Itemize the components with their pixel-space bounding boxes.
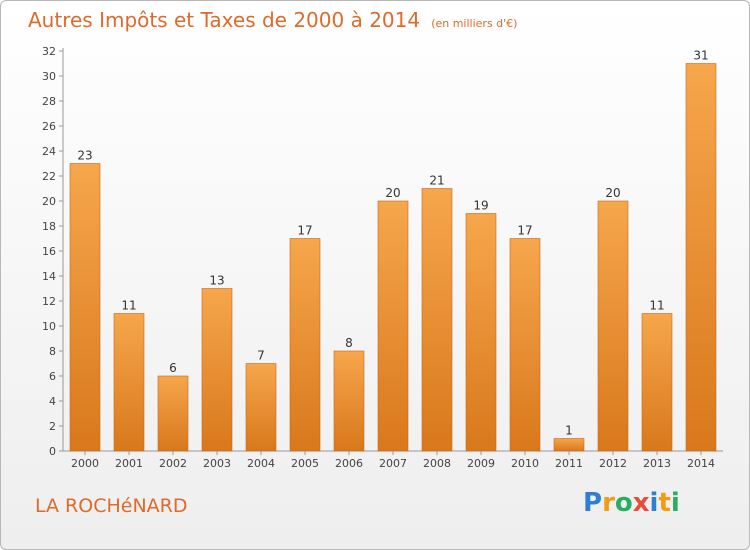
bar-value-label: 17 [517,224,532,238]
bar-value-label: 6 [169,361,177,375]
x-tick-label: 2014 [687,457,715,470]
bar-value-label: 11 [121,299,136,313]
proxiti-logo: Proxiti [583,488,680,518]
bar [289,238,321,452]
bar-value-label: 11 [649,299,664,313]
bar [509,238,541,452]
x-tick-label: 2008 [423,457,451,470]
bar-value-label: 17 [297,224,312,238]
y-tick-label: 30 [42,70,56,83]
x-tick-label: 2011 [555,457,583,470]
bar [465,213,497,452]
bar [69,163,101,452]
x-tick-label: 2006 [335,457,363,470]
bar-value-label: 20 [385,186,400,200]
bar [553,438,585,452]
x-tick-label: 2012 [599,457,627,470]
y-tick-label: 0 [49,445,56,458]
logo-letter: x [632,488,650,518]
bar [377,200,409,452]
x-tick-label: 2002 [159,457,187,470]
bar-value-label: 21 [429,174,444,188]
y-tick-label: 20 [42,195,56,208]
y-tick-label: 6 [49,370,56,383]
x-tick-label: 2013 [643,457,671,470]
y-tick-label: 24 [42,145,56,158]
bar [641,313,673,452]
y-tick-label: 18 [42,220,56,233]
bar [201,288,233,452]
place-name: LA ROCHéNARD [35,495,188,517]
chart-header: Autres Impôts et Taxes de 2000 à 2014 (e… [28,8,517,32]
bar-value-label: 20 [605,186,620,200]
logo-letter: r [602,488,615,518]
logo-letter: P [583,488,603,518]
bar [597,200,629,452]
y-tick-label: 26 [42,120,56,133]
bar [685,63,717,452]
bar [157,375,189,452]
chart-unit: (en milliers d'€) [431,17,518,30]
bar [421,188,453,452]
bar-value-label: 13 [209,274,224,288]
logo-letter: i [670,488,680,518]
logo-letter: i [649,488,659,518]
bar-value-label: 7 [257,349,265,363]
y-tick-label: 32 [42,45,56,58]
y-tick-label: 22 [42,170,56,183]
x-tick-label: 2004 [247,457,275,470]
x-tick-label: 2007 [379,457,407,470]
y-tick-label: 12 [42,295,56,308]
chart-title: Autres Impôts et Taxes de 2000 à 2014 [28,8,421,32]
bar-value-label: 1 [565,424,573,438]
x-tick-label: 2003 [203,457,231,470]
x-tick-label: 2005 [291,457,319,470]
y-tick-label: 14 [42,270,56,283]
y-tick-label: 4 [49,395,56,408]
x-tick-label: 2010 [511,457,539,470]
bar-value-label: 8 [345,336,353,350]
bar-value-label: 23 [77,149,92,163]
y-tick-label: 16 [42,245,56,258]
logo-letter: t [658,488,671,518]
logo-letter: o [614,488,633,518]
y-tick-label: 2 [49,420,56,433]
bar [113,313,145,452]
y-tick-label: 8 [49,345,56,358]
y-tick-label: 28 [42,95,56,108]
bar [333,350,365,452]
bar [245,363,277,452]
x-tick-label: 2001 [115,457,143,470]
bar-value-label: 31 [693,49,708,63]
y-tick-label: 10 [42,320,56,333]
x-tick-label: 2000 [71,457,99,470]
bar-value-label: 19 [473,199,488,213]
x-tick-label: 2009 [467,457,495,470]
